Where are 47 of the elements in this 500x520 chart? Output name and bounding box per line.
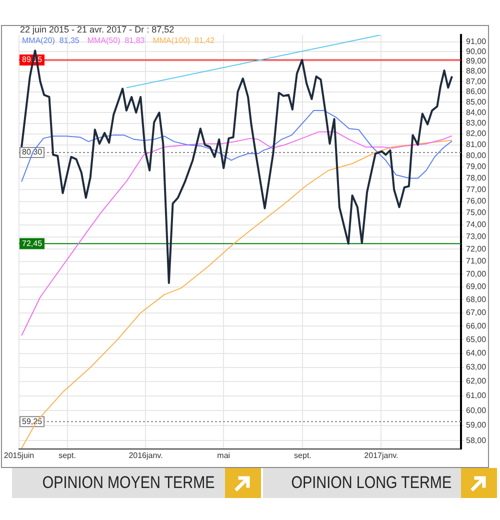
y-tick-label: 88,00 xyxy=(466,66,487,76)
y-tick-label: 67,00 xyxy=(466,308,487,318)
y-tick-label: 87,00 xyxy=(466,76,487,86)
y-tick-label: 89,00 xyxy=(466,56,487,66)
y-tick-label: 73,00 xyxy=(466,232,487,242)
y-tick-label: 68,00 xyxy=(466,294,487,304)
y-tick-label: 58,00 xyxy=(466,436,487,445)
y-tick-label: 84,00 xyxy=(466,108,487,117)
x-tick-label: sept. xyxy=(294,451,312,460)
y-tick-label: 59,00 xyxy=(466,420,487,430)
y-tick-label: 64,00 xyxy=(466,348,487,358)
y-tick-label: 77,00 xyxy=(466,184,487,194)
y-tick-label: 80,00 xyxy=(466,151,487,160)
y-tick-label: 81,00 xyxy=(466,140,487,150)
y-tick-label: 79,00 xyxy=(466,162,487,172)
x-tick-label: 2016janv. xyxy=(128,451,163,460)
y-tick-label: 62,00 xyxy=(466,376,487,386)
y-tick-label: 75,00 xyxy=(466,208,487,218)
y-tick-label: 82,00 xyxy=(466,129,487,138)
y-tick-label: 70,00 xyxy=(466,269,487,278)
y-tick-label: 76,00 xyxy=(466,196,487,206)
chart-title: 22 juin 2015 - 21 avr. 2017 - Dr : 87,52 xyxy=(20,24,174,34)
y-tick-label: 69,00 xyxy=(466,282,487,292)
y-tick-label: 72,00 xyxy=(466,244,487,254)
text: OPINION LONG TERME xyxy=(291,473,452,493)
y-tick-label: 90,00 xyxy=(466,46,487,56)
y-tick-label: 86,00 xyxy=(466,87,487,96)
x-tick-label: 2015juin xyxy=(4,451,34,460)
y-tick-label: 74,00 xyxy=(466,220,487,230)
ref-line-label: 72,45 xyxy=(22,238,43,248)
y-tick-label: 66,00 xyxy=(466,321,487,330)
y-tick-label: 83,00 xyxy=(466,118,487,128)
y-tick-label: 85,00 xyxy=(466,97,487,106)
y-tick-label: 71,00 xyxy=(466,256,487,266)
text: MMA(50) 81,83 xyxy=(87,36,146,46)
x-tick-label: sept. xyxy=(58,451,76,460)
text: MMA(100) 81,42 xyxy=(152,36,216,46)
y-tick-label: 63,00 xyxy=(466,362,487,372)
text: OPINION MOYEN TERME xyxy=(42,473,215,493)
text: MMA(20) 81,35 xyxy=(22,36,80,46)
y-tick-label: 78,00 xyxy=(466,173,487,182)
y-tick-label: 91,00 xyxy=(466,36,487,46)
y-tick-label: 65,00 xyxy=(466,334,487,344)
y-tick-label: 61,00 xyxy=(466,391,487,400)
y-tick-label: 60,00 xyxy=(466,406,487,415)
x-tick-label: mai xyxy=(217,451,230,460)
x-tick-label: 2017janv. xyxy=(364,451,398,460)
